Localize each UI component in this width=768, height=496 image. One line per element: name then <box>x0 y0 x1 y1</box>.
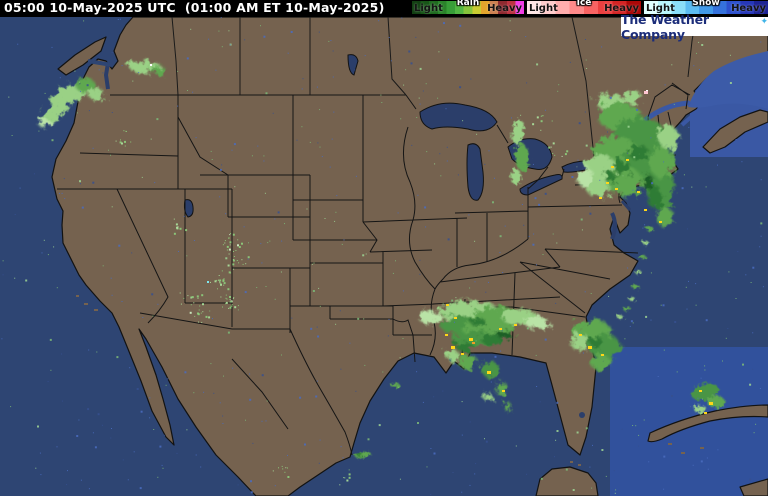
header-bar: 05:00 10-May-2025 UTC (01:00 AM ET 10-Ma… <box>0 0 768 17</box>
bay-of-fundy <box>680 107 702 127</box>
legend-light-label: Light <box>414 3 443 14</box>
legend-light-label: Light <box>646 3 675 14</box>
radar-northeast-mass <box>577 91 678 227</box>
small-islands <box>76 295 704 466</box>
radar-echo-layer <box>1 17 764 495</box>
radar-ice-pixels <box>150 64 648 283</box>
radar-gulf-small-cells <box>355 383 400 459</box>
legend-light-label: Light <box>529 3 558 14</box>
lake-michigan <box>466 143 484 201</box>
legend-heavy-label: Heavy <box>731 3 766 14</box>
legend-bar-rain: Light Rain Heavy <box>412 0 524 14</box>
lake-erie <box>519 174 563 196</box>
radar-noise-speckles <box>1 17 764 495</box>
logo-sparkle-icon: ✦ <box>760 16 768 27</box>
legend-category-label: Ice <box>576 0 592 8</box>
chesapeake-bay <box>610 212 617 240</box>
legend-category-label: Rain <box>456 0 480 8</box>
radar-upper-michigan <box>511 120 530 185</box>
state-borders <box>57 17 697 456</box>
logo-text: The Weather Company <box>621 11 709 42</box>
legend-heavy-label: Heavy <box>487 3 522 14</box>
weather-company-logo: The Weather Company ✦ <box>621 12 768 42</box>
gulf-of-st-lawrence <box>688 51 768 109</box>
radar-pacific-northwest <box>38 61 165 127</box>
radar-offshore-band <box>617 227 654 319</box>
radar-gulf-coast-mass <box>418 301 549 411</box>
puget-sound <box>103 62 110 90</box>
legend-category-label: Snow <box>692 0 720 8</box>
timestamp-label: 05:00 10-May-2025 UTC (01:00 AM ET 10-Ma… <box>4 0 385 15</box>
strait-juan-de-fuca <box>87 59 113 67</box>
yucatan <box>535 466 599 496</box>
legend-bar-snow: Light Snow Heavy <box>644 0 768 14</box>
legend-bar-ice: Light Ice Heavy <box>527 0 641 14</box>
legend-heavy-label: Heavy <box>604 3 639 14</box>
radar-southeast-offshore <box>570 320 621 370</box>
lake-winnipeg <box>347 54 359 76</box>
vancouver-island <box>57 36 107 76</box>
lake-okeechobee <box>579 412 585 418</box>
great-salt-lake <box>183 199 194 218</box>
nova-scotia <box>702 109 768 154</box>
radar-map-image <box>0 17 768 496</box>
hispaniola <box>739 478 768 496</box>
delaware-bay <box>620 200 632 211</box>
precip-legend: Light Rain Heavy Light Ice Heavy Light Snow Heav… <box>409 0 768 16</box>
lake-superior <box>419 102 498 132</box>
radar-heavy-cores <box>445 159 713 414</box>
